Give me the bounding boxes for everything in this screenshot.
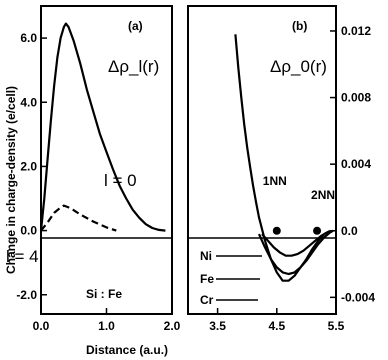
panel-b-marker-label-2nn: 2NN [311,188,335,202]
panel-b-y-tick-label: -0.004 [341,290,375,304]
panel-b-y-tick-label: 0.004 [341,157,371,171]
panel-b-x-tick-label: 3.5 [209,319,226,333]
panel-a-series-label: l = 0 [104,171,137,190]
panel-b-y-tick-label: 0.012 [341,24,371,38]
panel-a-y-tick-label: 2.0 [20,159,37,173]
panel-a-x-tick-label: 2.0 [164,319,181,333]
panel-a-y-tick-label: 6.0 [20,31,37,45]
panel-b-label: (b) [292,19,307,33]
panel-a-x-tick-label: 1.0 [98,319,115,333]
panel-b-series-label-cr: Cr [200,293,214,307]
panel-a-y-tick-label: 4.0 [20,95,37,109]
x-axis-label: Distance (a.u.) [86,343,168,357]
panel-a-series-label: l = 4 [6,247,39,266]
panel-b-x-tick-label: 5.5 [328,319,345,333]
panel-a-x-tick-label: 0.0 [33,319,50,333]
panel-b-series-cr [234,34,331,282]
panel-b-y-tick-label: 0.008 [341,91,371,105]
panel-a-y-tick-label: 0.0 [20,224,37,238]
panel-a-series-l0 [39,22,166,232]
panel-a-annotation: Si : Fe [86,287,122,301]
panel-b-marker-label-1nn: 1NN [263,174,287,188]
panel-a-series-l4 [40,204,117,232]
panel-b-title: Δρ_0(r) [270,57,327,76]
panel-a-y-tick-label: -2.0 [16,288,37,302]
panel-b-series-label-ni: Ni [200,249,212,263]
panel-b-y-tick-label: 0.0 [341,224,358,238]
panel-b-x-tick-label: 4.5 [268,319,285,333]
panel-a-title: Δρ_l(r) [108,57,159,76]
panel-b-marker-1nn [272,226,281,235]
panel-b-series-label-fe: Fe [200,272,214,286]
panel-a-label: (a) [128,19,143,33]
panel-b-marker-2nn [313,226,322,235]
y-axis-label: Change in charge-density (e/cell) [4,86,18,274]
panel-a-frame [40,5,173,315]
panel-b-frame [187,5,337,315]
